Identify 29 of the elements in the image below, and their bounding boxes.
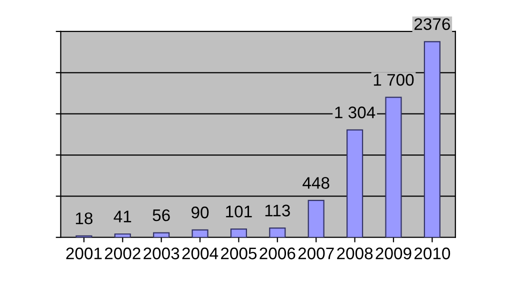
x-tick-label: 2010 xyxy=(414,248,450,260)
x-tick-label: 2006 xyxy=(260,248,296,260)
data-label: 18 xyxy=(76,212,92,224)
data-label: 101 xyxy=(226,206,252,218)
x-tick-label: 2009 xyxy=(376,248,412,260)
x-tick-label: 2007 xyxy=(298,248,334,260)
data-label: 2376 xyxy=(414,18,450,30)
x-tick-label: 2001 xyxy=(66,248,102,260)
bar xyxy=(114,233,131,238)
bar xyxy=(269,228,286,238)
bar xyxy=(192,229,208,238)
data-label: 1 304 xyxy=(335,106,376,118)
x-tick-label: 2008 xyxy=(337,248,373,260)
bar xyxy=(385,96,402,238)
x-tick-label: 2002 xyxy=(104,248,140,260)
x-tick-label: 2005 xyxy=(221,248,257,260)
data-label: 113 xyxy=(265,204,290,216)
data-label: 56 xyxy=(152,209,170,222)
data-label: 41 xyxy=(114,210,132,222)
data-label: 448 xyxy=(302,177,330,189)
x-tick-label: 2004 xyxy=(182,248,218,260)
bar xyxy=(308,200,324,238)
bar xyxy=(424,41,440,238)
bar xyxy=(346,129,364,238)
bar xyxy=(153,232,170,238)
bar xyxy=(230,228,248,238)
data-label: 90 xyxy=(192,206,209,218)
data-label: 1 700 xyxy=(374,74,414,86)
x-tick-label: 2003 xyxy=(144,248,180,260)
